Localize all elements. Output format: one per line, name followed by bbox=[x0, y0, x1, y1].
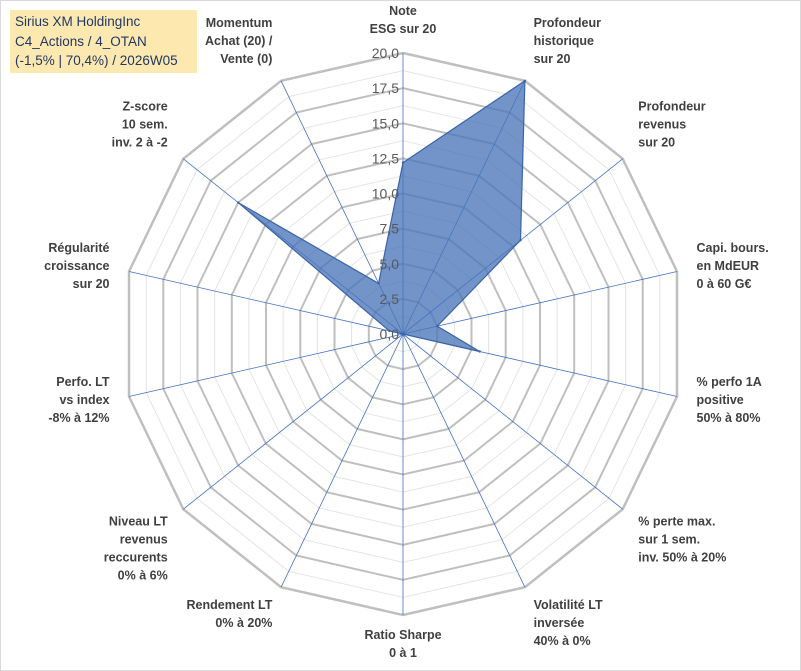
radar-series bbox=[237, 79, 527, 353]
category-label-line: Volatilité LT bbox=[534, 598, 603, 612]
category-label-line: positive bbox=[697, 393, 744, 407]
category-label-line: Perfo. LT bbox=[56, 375, 110, 389]
series-point bbox=[478, 350, 481, 353]
category-label-line: Niveau LT bbox=[109, 515, 168, 529]
series-point bbox=[388, 329, 391, 333]
series-point bbox=[377, 282, 380, 285]
category-label-line: inv. 50% à 20% bbox=[638, 551, 726, 565]
chart-title-box: Sirius XM HoldingInc C4_Actions / 4_OTAN… bbox=[10, 10, 197, 73]
category-label-line: Rendement LT bbox=[187, 598, 273, 612]
category-label-line: % perfo 1A bbox=[697, 375, 762, 389]
spoke-line bbox=[128, 271, 404, 335]
category-label-line: sur 20 bbox=[534, 52, 571, 66]
radar-tick-labels: 0,0 2,5 5,0 7,5 10,0 12,5 15,0 17,5 20,0 bbox=[372, 45, 399, 342]
category-label-line: Profondeur bbox=[638, 99, 705, 113]
title-line-stats: (-1,5% | 70,4%) / 2026W05 bbox=[15, 53, 178, 68]
category-label-line: 0 à 60 G€ bbox=[697, 277, 752, 291]
category-label-line: inv. 2 à -2 bbox=[112, 135, 168, 149]
spoke-line bbox=[402, 271, 678, 335]
tick-label: 12,5 bbox=[372, 150, 399, 166]
category-label-line: 0% à 6% bbox=[118, 569, 168, 583]
spoke-line bbox=[402, 333, 623, 510]
category-label-line: 50% à 80% bbox=[697, 411, 761, 425]
category-label-line: inversée bbox=[534, 616, 585, 630]
title-line-company: Sirius XM HoldingInc bbox=[15, 14, 141, 29]
spoke-line bbox=[402, 333, 526, 588]
tick-label: 20,0 bbox=[372, 45, 399, 61]
category-label-line: Profondeur bbox=[534, 16, 601, 30]
category-label-line: ESG sur 20 bbox=[370, 22, 437, 36]
category-label-line: revenus bbox=[638, 117, 686, 131]
tick-label: 17,5 bbox=[372, 80, 399, 96]
category-label-line: 40% à 0% bbox=[534, 634, 591, 648]
category-label-line: sur 20 bbox=[73, 277, 110, 291]
category-label-line: 0 à 1 bbox=[389, 646, 417, 660]
category-label-line: en MdEUR bbox=[697, 259, 760, 273]
category-label-line: sur 1 sem. bbox=[638, 533, 700, 547]
category-label-line: 0% à 20% bbox=[215, 616, 272, 630]
tick-label: 2,5 bbox=[380, 291, 400, 307]
category-label-line: % perte max. bbox=[638, 515, 715, 529]
category-label-line: Momentum bbox=[206, 16, 273, 30]
category-label-line: croissance bbox=[44, 259, 109, 273]
category-label-line: Ratio Sharpe bbox=[364, 628, 441, 642]
tick-label: 5,0 bbox=[380, 256, 400, 272]
series-point bbox=[401, 332, 405, 336]
category-label-line: Capi. bours. bbox=[697, 241, 769, 255]
category-label-line: vs index bbox=[59, 393, 109, 407]
category-label-line: reccurents bbox=[104, 551, 168, 565]
series-point bbox=[519, 239, 522, 242]
series-point bbox=[436, 325, 439, 328]
series-point bbox=[237, 201, 240, 204]
tick-label: 7,5 bbox=[380, 221, 400, 237]
series-point bbox=[523, 79, 527, 83]
tick-label: 15,0 bbox=[372, 115, 399, 131]
category-label-line: Z-score bbox=[123, 99, 168, 113]
category-label-line: Vente (0) bbox=[220, 52, 272, 66]
tick-label: 10,0 bbox=[372, 186, 399, 202]
category-label-line: sur 20 bbox=[638, 135, 675, 149]
category-label-line: -8% à 12% bbox=[48, 411, 109, 425]
category-label-line: Note bbox=[389, 4, 417, 18]
category-label-line: 10 sem. bbox=[122, 117, 168, 131]
tick-label: 0,0 bbox=[380, 326, 400, 342]
category-label-line: historique bbox=[534, 34, 594, 48]
series-point bbox=[401, 161, 405, 164]
spoke-line bbox=[183, 333, 404, 510]
category-label-line: Régularité bbox=[48, 241, 109, 255]
radar-category-labels: Note ESG sur 20 Profondeur historique sur 20… bbox=[44, 4, 769, 660]
category-label-line: Achat (20) / bbox=[205, 34, 273, 48]
title-line-category: C4_Actions / 4_OTAN bbox=[15, 33, 147, 49]
spoke-line bbox=[128, 333, 404, 397]
spoke-line bbox=[280, 333, 404, 588]
series-area bbox=[237, 79, 526, 353]
category-label-line: revenus bbox=[120, 533, 168, 547]
